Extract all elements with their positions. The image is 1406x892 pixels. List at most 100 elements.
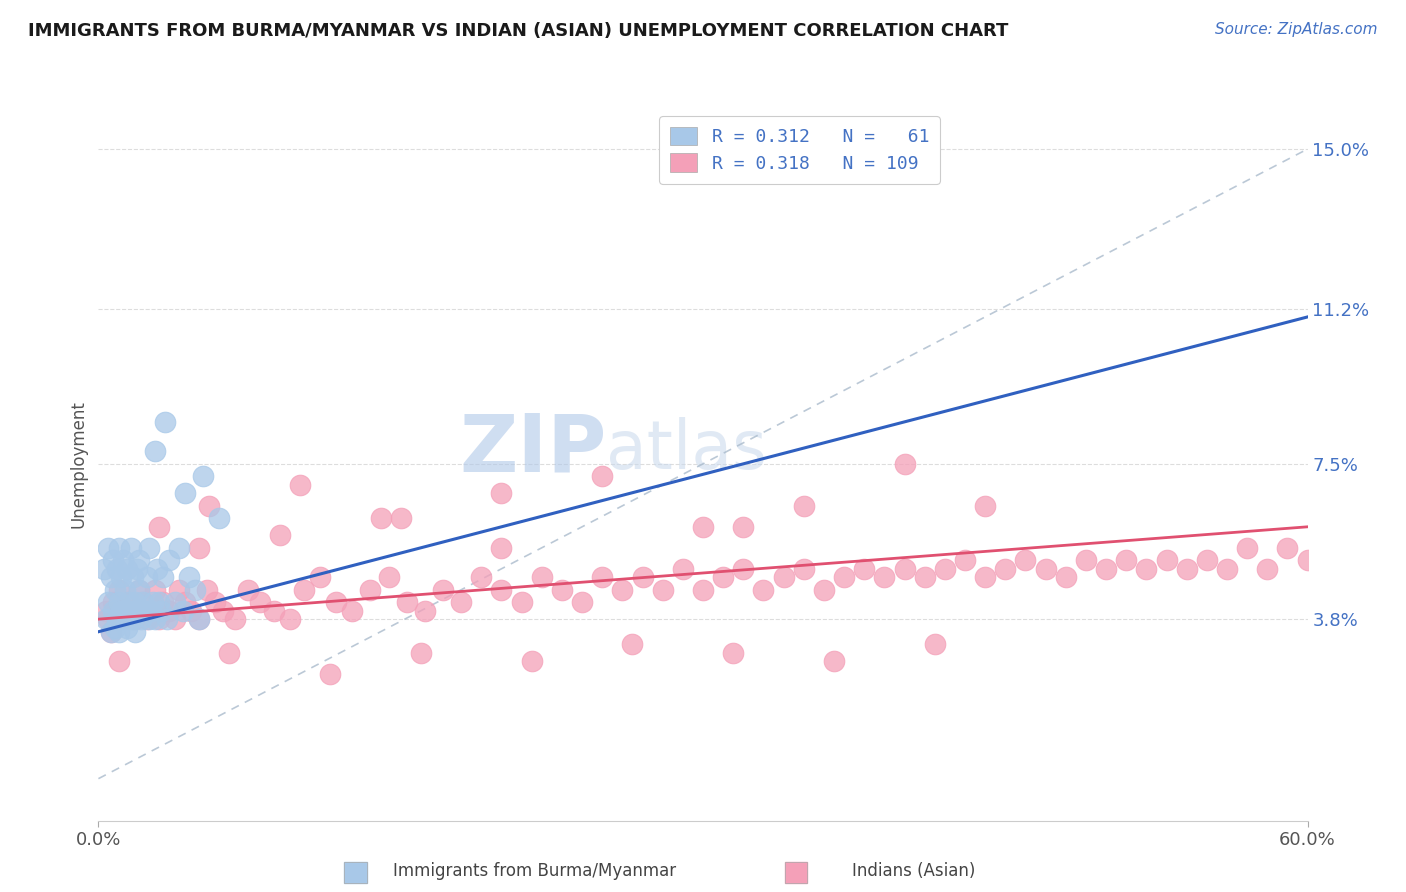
- Point: [157, 604, 180, 618]
- Point: [1095, 562, 1118, 576]
- Point: [491, 582, 513, 597]
- Point: [100, 624, 122, 639]
- Point: [813, 582, 835, 597]
- Text: IMMIGRANTS FROM BURMA/MYANMAR VS INDIAN (ASIAN) UNEMPLOYMENT CORRELATION CHART: IMMIGRANTS FROM BURMA/MYANMAR VS INDIAN …: [28, 22, 1008, 40]
- Point: [163, 612, 186, 626]
- Point: [101, 553, 124, 567]
- Point: [105, 562, 128, 576]
- Point: [914, 570, 936, 584]
- Point: [193, 469, 215, 483]
- Point: [1135, 562, 1157, 576]
- Point: [591, 469, 613, 483]
- Point: [236, 582, 259, 597]
- Point: [120, 604, 142, 618]
- Point: [249, 595, 271, 609]
- Point: [711, 570, 734, 584]
- Point: [733, 520, 755, 534]
- Point: [134, 604, 156, 618]
- Point: [1195, 553, 1218, 567]
- Point: [491, 486, 513, 500]
- Point: [692, 520, 714, 534]
- Point: [184, 582, 207, 597]
- Point: [188, 541, 211, 555]
- Point: [97, 541, 120, 555]
- Point: [793, 499, 815, 513]
- Point: [152, 595, 174, 609]
- Point: [370, 511, 392, 525]
- Point: [342, 604, 364, 618]
- Point: [491, 541, 513, 555]
- Point: [1054, 570, 1077, 584]
- Point: [96, 612, 118, 626]
- Point: [224, 612, 246, 626]
- Point: [97, 595, 120, 609]
- Text: Immigrants from Burma/Myanmar: Immigrants from Burma/Myanmar: [392, 863, 676, 880]
- Text: atlas: atlas: [606, 417, 768, 483]
- Point: [139, 604, 162, 618]
- Point: [853, 562, 876, 576]
- Point: [723, 646, 745, 660]
- Point: [974, 570, 997, 584]
- Point: [129, 612, 152, 626]
- Point: [1216, 562, 1239, 576]
- Point: [953, 553, 976, 567]
- Point: [107, 541, 129, 555]
- Point: [409, 646, 432, 660]
- Point: [1014, 553, 1036, 567]
- Point: [146, 562, 169, 576]
- Point: [1296, 553, 1319, 567]
- Point: [188, 612, 211, 626]
- Point: [124, 624, 146, 639]
- Point: [1277, 541, 1299, 555]
- Point: [110, 604, 132, 618]
- Point: [1175, 562, 1198, 576]
- Point: [174, 595, 197, 609]
- Point: [208, 511, 231, 525]
- Point: [143, 612, 166, 626]
- Point: [142, 595, 165, 609]
- Point: [96, 604, 118, 618]
- Point: [413, 604, 436, 618]
- Point: [156, 612, 179, 626]
- Point: [103, 621, 125, 635]
- Point: [631, 570, 654, 584]
- Point: [1035, 562, 1057, 576]
- Point: [263, 604, 285, 618]
- Point: [105, 612, 128, 626]
- Point: [118, 612, 141, 626]
- Point: [309, 570, 332, 584]
- Point: [188, 612, 211, 626]
- Point: [100, 624, 122, 639]
- Point: [924, 637, 946, 651]
- Point: [292, 582, 315, 597]
- Point: [110, 570, 132, 584]
- Text: ZIP: ZIP: [458, 410, 606, 489]
- Point: [114, 612, 136, 626]
- Point: [1074, 553, 1097, 567]
- Point: [93, 562, 115, 576]
- Point: [118, 595, 141, 609]
- Point: [793, 562, 815, 576]
- Point: [103, 604, 125, 618]
- Point: [167, 541, 190, 555]
- Point: [120, 604, 142, 618]
- Point: [128, 582, 150, 597]
- Point: [121, 570, 143, 584]
- Point: [395, 595, 418, 609]
- Point: [288, 478, 311, 492]
- Point: [450, 595, 472, 609]
- Point: [174, 486, 197, 500]
- Point: [157, 553, 180, 567]
- Point: [114, 582, 136, 597]
- Point: [752, 582, 775, 597]
- Point: [893, 562, 915, 576]
- Point: [672, 562, 695, 576]
- Point: [107, 654, 129, 668]
- Point: [612, 582, 634, 597]
- Point: [934, 562, 956, 576]
- Point: [121, 612, 143, 626]
- Point: [389, 511, 412, 525]
- Point: [195, 582, 218, 597]
- Point: [172, 604, 194, 618]
- Point: [153, 415, 176, 429]
